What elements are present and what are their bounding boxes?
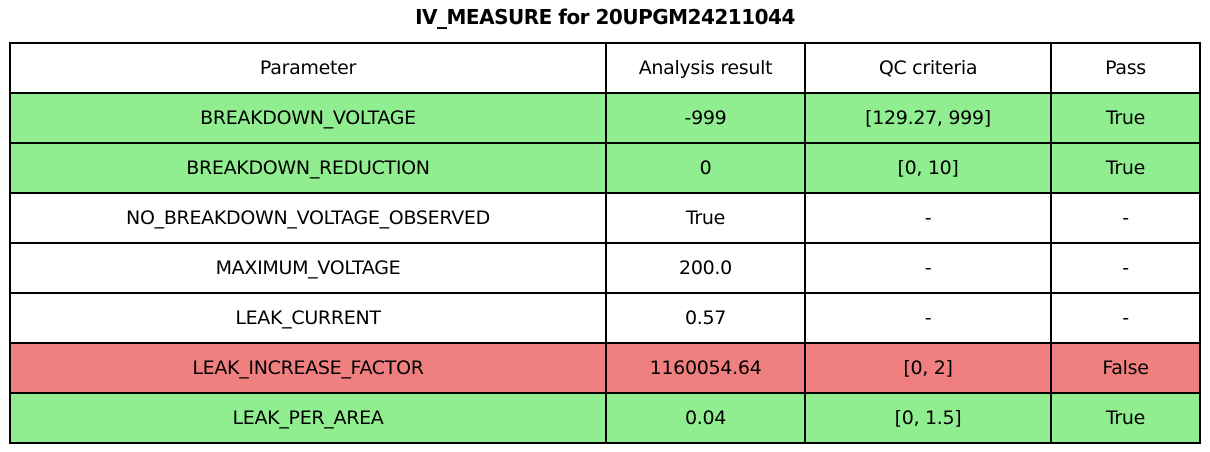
cell-pass: True [1050,142,1201,194]
cell-pass: True [1050,392,1201,444]
cell-analysis-result: 200.0 [605,242,806,294]
table-row-leak-current: LEAK_CURRENT 0.57 - - [9,292,1201,344]
header-cell-qc-criteria: QC criteria [804,42,1052,94]
header-cell-analysis-result: Analysis result [605,42,806,94]
page-title: IV_MEASURE for 20UPGM24211044 [415,5,795,29]
table-row-breakdown-reduction: BREAKDOWN_REDUCTION 0 [0, 10] True [9,142,1201,194]
cell-analysis-result: 0 [605,142,806,194]
table-row-no-breakdown-voltage-observed: NO_BREAKDOWN_VOLTAGE_OBSERVED True - - [9,192,1201,244]
cell-qc-criteria: [0, 1.5] [804,392,1052,444]
cell-pass: - [1050,242,1201,294]
cell-analysis-result: 1160054.64 [605,342,806,394]
qc-results-table: Parameter Analysis result QC criteria Pa… [9,42,1201,444]
cell-qc-criteria: - [804,292,1052,344]
cell-qc-criteria: - [804,242,1052,294]
cell-parameter: BREAKDOWN_VOLTAGE [9,92,607,144]
table-header-row: Parameter Analysis result QC criteria Pa… [9,42,1201,94]
cell-parameter: NO_BREAKDOWN_VOLTAGE_OBSERVED [9,192,607,244]
cell-qc-criteria: [0, 2] [804,342,1052,394]
header-cell-parameter: Parameter [9,42,607,94]
cell-pass: False [1050,342,1201,394]
cell-analysis-result: 0.04 [605,392,806,444]
cell-qc-criteria: - [804,192,1052,244]
cell-parameter: LEAK_INCREASE_FACTOR [9,342,607,394]
cell-parameter: MAXIMUM_VOLTAGE [9,242,607,294]
cell-parameter: LEAK_CURRENT [9,292,607,344]
header-cell-pass: Pass [1050,42,1201,94]
cell-qc-criteria: [0, 10] [804,142,1052,194]
table-row-leak-increase-factor: LEAK_INCREASE_FACTOR 1160054.64 [0, 2] F… [9,342,1201,394]
cell-analysis-result: -999 [605,92,806,144]
table-row-maximum-voltage: MAXIMUM_VOLTAGE 200.0 - - [9,242,1201,294]
cell-pass: - [1050,292,1201,344]
table-row-breakdown-voltage: BREAKDOWN_VOLTAGE -999 [129.27, 999] Tru… [9,92,1201,144]
cell-parameter: BREAKDOWN_REDUCTION [9,142,607,194]
cell-pass: True [1050,92,1201,144]
cell-analysis-result: 0.57 [605,292,806,344]
cell-qc-criteria: [129.27, 999] [804,92,1052,144]
table-row-leak-per-area: LEAK_PER_AREA 0.04 [0, 1.5] True [9,392,1201,444]
cell-parameter: LEAK_PER_AREA [9,392,607,444]
cell-pass: - [1050,192,1201,244]
cell-analysis-result: True [605,192,806,244]
